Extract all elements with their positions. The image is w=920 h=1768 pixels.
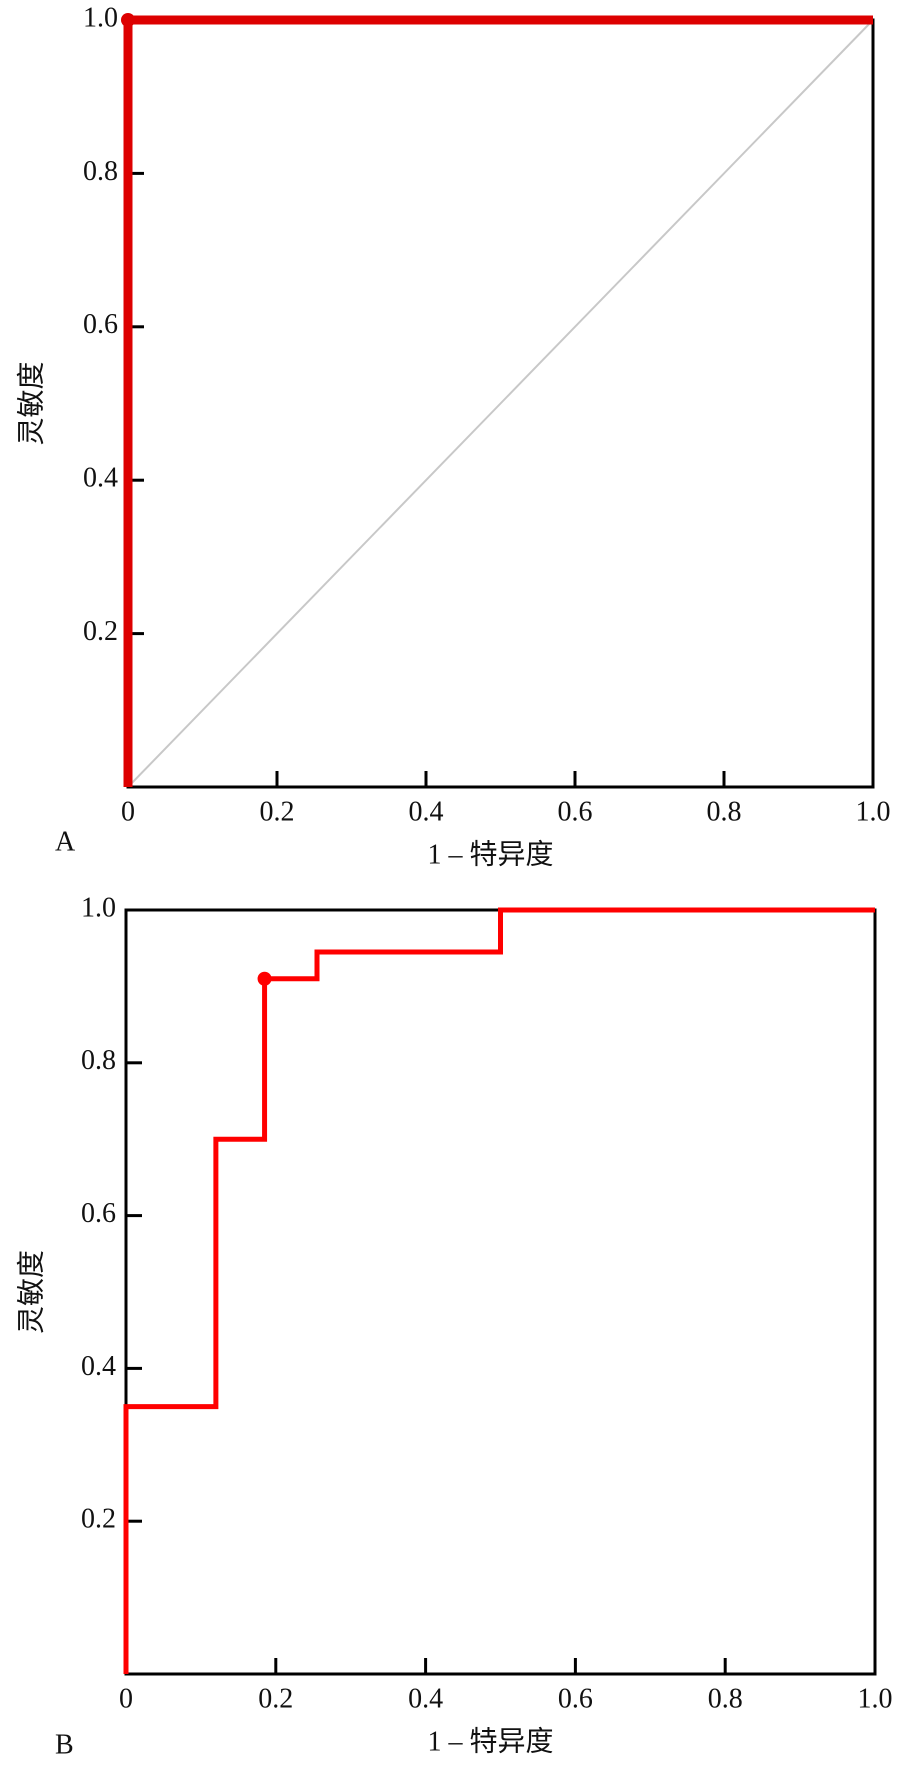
y-tick-label: 0.4: [81, 1351, 116, 1382]
x-tick-label: 1.0: [856, 796, 891, 827]
x-tick-label: 0.4: [408, 1683, 443, 1714]
x-axis-title: 1 – 特异度: [427, 838, 553, 870]
plot-frame: [124, 908, 877, 1676]
roc-curve: [123, 907, 875, 1674]
y-tick-label: 0.8: [83, 156, 118, 187]
x-tick-label: 0: [121, 796, 135, 827]
panel-label: A: [55, 826, 76, 857]
y-tick-label: 0.4: [83, 463, 118, 494]
y-tick-label: 0.6: [83, 309, 118, 340]
x-tick-label: 0.4: [409, 796, 444, 827]
x-tick-label: 1.0: [858, 1683, 893, 1714]
x-tick-label: 0.2: [260, 796, 295, 827]
reference-line: [127, 19, 874, 788]
x-tick-label: 0.8: [707, 796, 742, 827]
y-tick-label: 0.8: [81, 1045, 116, 1076]
x-tick-label: 0.6: [558, 796, 593, 827]
y-tick-label: 0.2: [83, 616, 118, 647]
y-axis-title: 灵敏度: [15, 1250, 47, 1334]
x-axis-title: 1 – 特异度: [427, 1725, 553, 1757]
y-tick-label: 1.0: [81, 892, 116, 923]
x-tick-label: 0.6: [558, 1683, 593, 1714]
cutoff-point: [257, 971, 272, 986]
x-tick-label: 0.2: [258, 1683, 293, 1714]
y-axis-title: 灵敏度: [15, 361, 47, 445]
x-tick-label: 0: [119, 1683, 133, 1714]
y-tick-label: 0.2: [81, 1504, 116, 1535]
panel-label: B: [55, 1729, 74, 1760]
y-tick-label: 1.0: [83, 2, 118, 33]
cutoff-point: [121, 13, 135, 27]
x-tick-label: 0.8: [708, 1683, 743, 1714]
y-tick-label: 0.6: [81, 1198, 116, 1229]
